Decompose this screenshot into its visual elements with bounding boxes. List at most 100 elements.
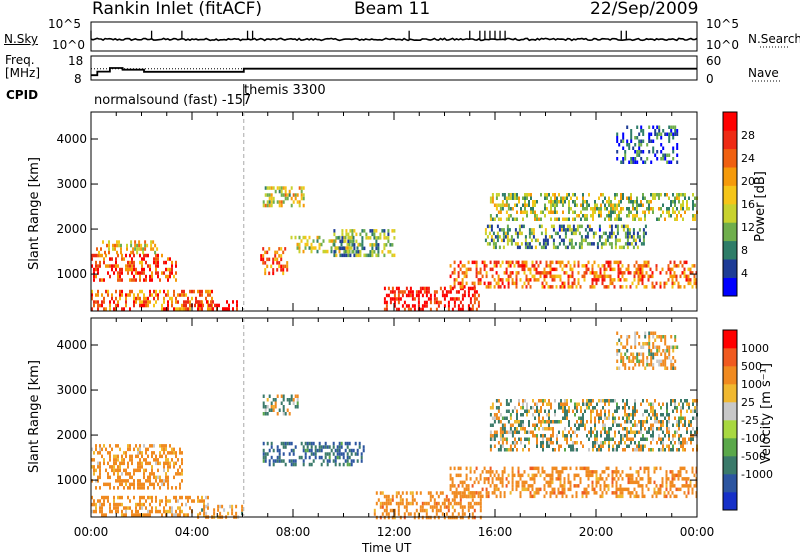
power-echo-cell	[569, 267, 572, 272]
velocity-echo-cell	[469, 470, 472, 474]
velocity-echo-cell	[678, 434, 680, 438]
power-echo-cell	[670, 160, 673, 164]
velocity-echo-cell	[439, 508, 442, 513]
velocity-echo-cell	[660, 448, 662, 452]
velocity-echo-cell	[649, 477, 652, 481]
power-echo-cell	[608, 235, 611, 239]
power-echo-cell	[564, 235, 567, 239]
freq-label: Freq.	[5, 53, 35, 67]
velocity-echo-cell	[592, 399, 594, 403]
velocity-echo-cell	[431, 508, 434, 513]
velocity-echo-cell	[628, 416, 630, 420]
power-echo-cell	[620, 193, 622, 197]
power-echo-cell	[497, 217, 500, 221]
power-echo-cell	[521, 264, 524, 268]
power-echo-cell	[97, 300, 99, 304]
power-echo-cell	[601, 278, 604, 282]
velocity-echo-cell	[593, 491, 596, 495]
velocity-echo-cell	[659, 491, 662, 495]
power-echo-cell	[549, 271, 552, 275]
velocity-echo-cell	[685, 477, 688, 481]
velocity-colorbar-tick: -25	[741, 414, 759, 427]
power-echo-cell	[105, 264, 107, 268]
power-echo-cell	[167, 303, 169, 308]
velocity-echo-cell	[143, 513, 145, 517]
power-echo-cell	[642, 235, 645, 239]
power-echo-cell	[345, 253, 348, 258]
velocity-echo-cell	[475, 491, 478, 495]
power-echo-cell	[499, 217, 502, 221]
power-echo-cell	[509, 196, 512, 200]
velocity-echo-cell	[129, 482, 131, 487]
velocity-echo-cell	[282, 445, 285, 449]
power-echo-cell	[570, 231, 573, 236]
power-echo-cell	[391, 229, 394, 233]
power-echo-cell	[568, 228, 571, 232]
velocity-echo-cell	[642, 420, 644, 424]
power-echo-cell	[155, 264, 157, 268]
power-echo-cell	[226, 300, 228, 304]
velocity-echo-cell	[640, 427, 642, 431]
power-echo-cell	[520, 224, 523, 229]
velocity-echo-cell	[207, 506, 209, 510]
power-ytick-label: 2000	[56, 222, 87, 236]
velocity-echo-cell	[159, 475, 161, 480]
power-echo-cell	[693, 281, 696, 286]
velocity-echo-cell	[121, 502, 123, 507]
velocity-echo-cell	[109, 454, 111, 459]
velocity-echo-cell	[451, 477, 454, 481]
velocity-echo-cell	[221, 504, 224, 509]
velocity-echo-cell	[648, 413, 650, 417]
power-echo-cell	[573, 278, 576, 282]
power-echo-cell	[308, 246, 311, 250]
velocity-echo-cell	[634, 363, 637, 367]
velocity-echo-cell	[147, 454, 149, 459]
velocity-echo-cell	[561, 494, 564, 499]
velocity-echo-cell	[610, 437, 612, 441]
power-echo-cell	[125, 253, 127, 258]
velocity-echo-cell	[175, 509, 177, 514]
power-echo-cell	[502, 245, 505, 250]
velocity-echo-cell	[668, 413, 670, 417]
velocity-echo-cell	[542, 437, 544, 441]
power-echo-cell	[463, 290, 466, 294]
power-echo-cell	[614, 207, 616, 211]
velocity-echo-cell	[139, 502, 141, 507]
power-echo-cell	[284, 189, 287, 194]
power-echo-cell	[544, 231, 547, 236]
velocity-echo-cell	[507, 409, 510, 413]
power-echo-cell	[686, 207, 688, 211]
velocity-echo-cell	[654, 331, 657, 335]
power-echo-cell	[477, 304, 480, 308]
velocity-echo-cell	[516, 430, 518, 434]
power-echo-cell	[515, 281, 518, 286]
power-echo-cell	[660, 193, 662, 197]
power-echo-cell	[616, 207, 618, 211]
velocity-echo-cell	[451, 512, 454, 516]
velocity-echo-cell	[532, 430, 534, 434]
velocity-echo-cell	[692, 416, 694, 420]
power-echo-cell	[451, 271, 454, 275]
velocity-echo-cell	[391, 508, 394, 513]
power-echo-cell	[296, 246, 299, 250]
power-echo-cell	[130, 243, 133, 248]
power-echo-cell	[175, 260, 177, 265]
power-echo-cell	[471, 260, 474, 265]
power-echo-cell	[387, 293, 390, 298]
velocity-echo-cell	[105, 513, 107, 517]
velocity-echo-cell	[453, 484, 456, 488]
power-echo-cell	[549, 260, 552, 265]
power-echo-cell	[179, 307, 181, 311]
velocity-echo-cell	[300, 441, 303, 446]
velocity-echo-cell	[547, 484, 550, 488]
power-echo-cell	[620, 210, 622, 214]
power-echo-cell	[290, 235, 293, 240]
power-echo-cell	[628, 143, 631, 147]
velocity-echo-cell	[559, 484, 562, 488]
power-echo-cell	[626, 238, 629, 243]
power-echo-cell	[694, 217, 696, 221]
power-echo-cell	[294, 196, 297, 201]
velocity-echo-cell	[668, 345, 671, 349]
velocity-echo-cell	[334, 455, 337, 460]
velocity-echo-cell	[175, 513, 177, 517]
